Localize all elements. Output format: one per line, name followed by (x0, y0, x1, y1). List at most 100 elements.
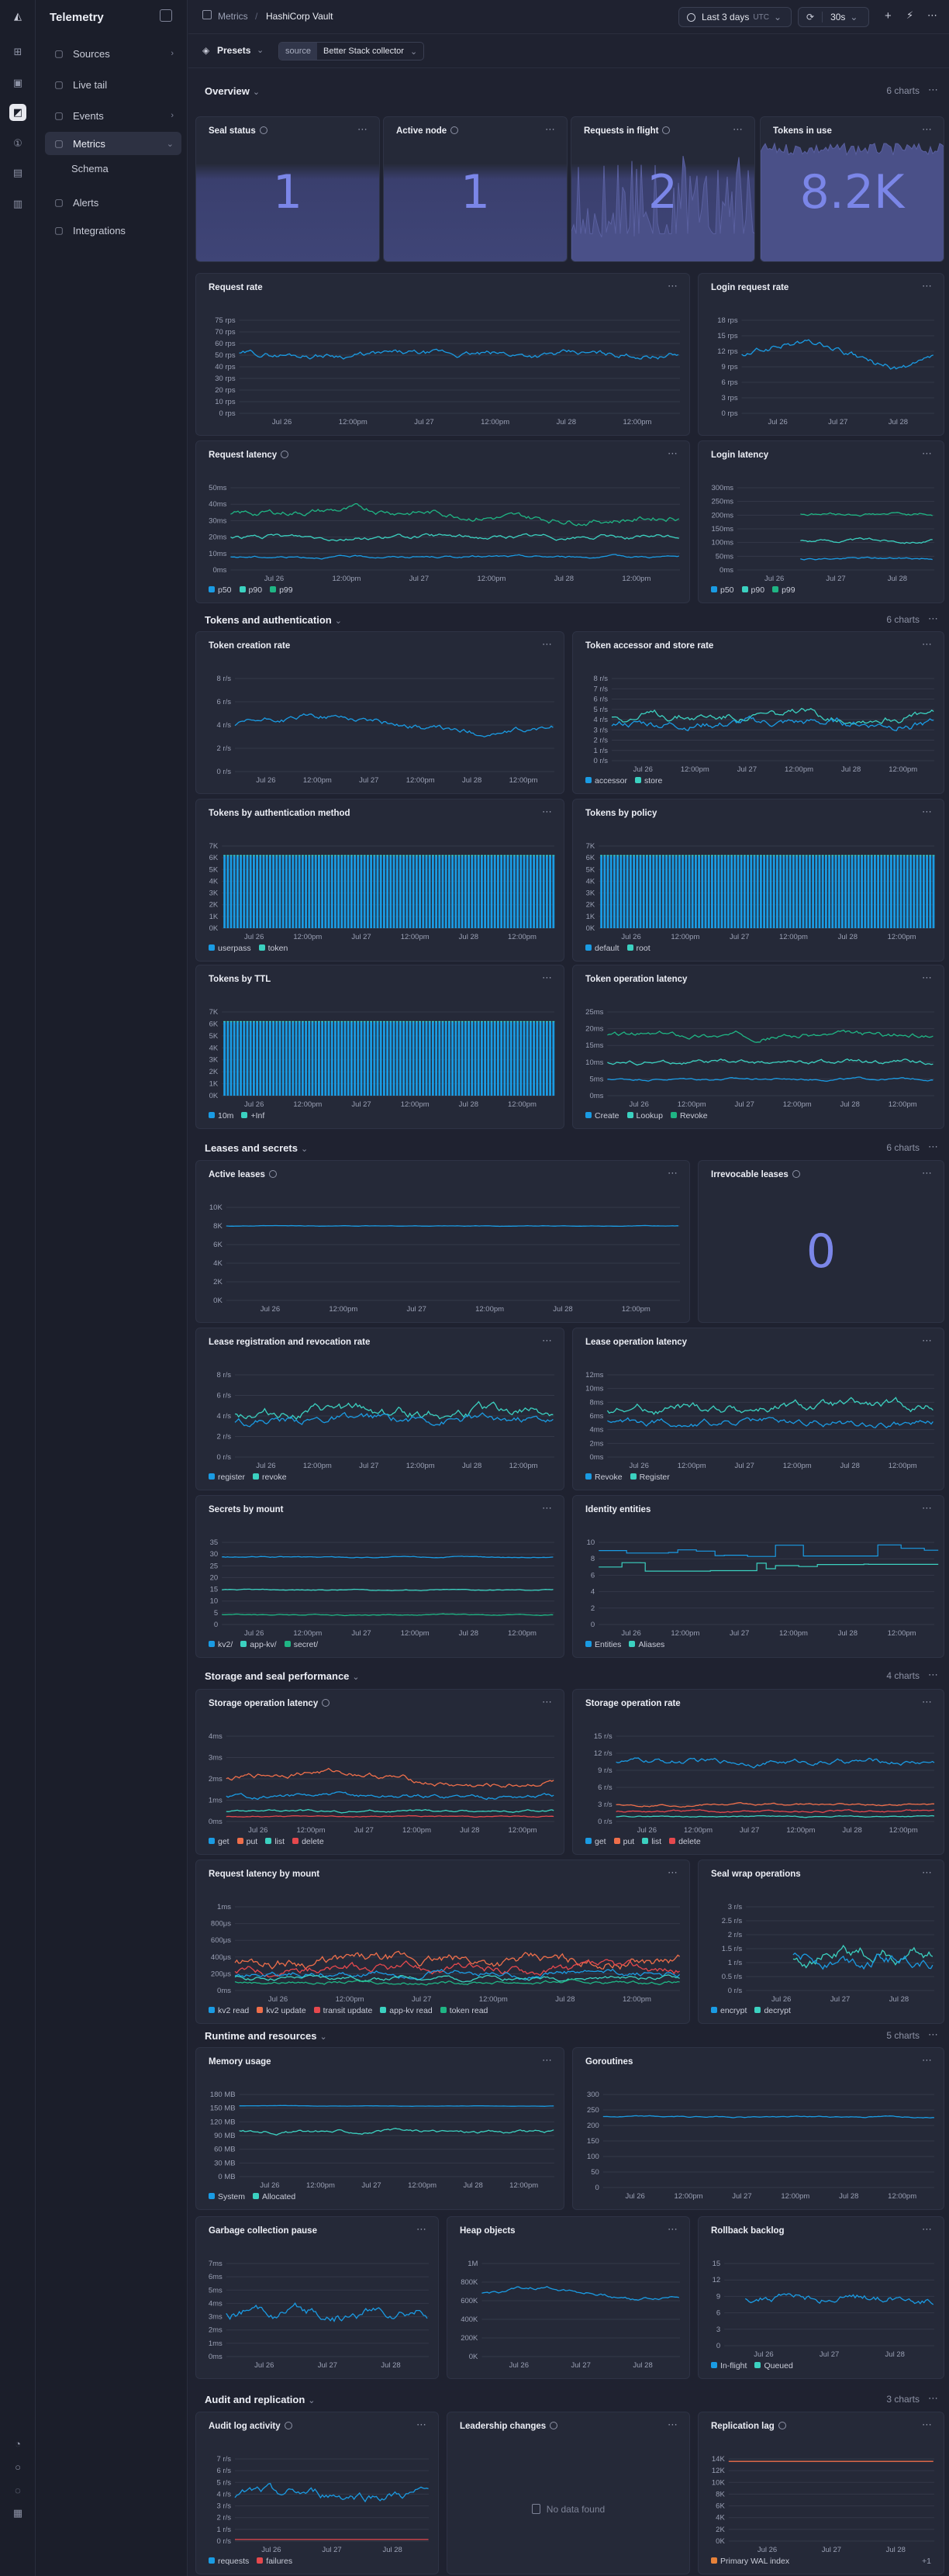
legend-item[interactable]: Revoke (670, 1111, 708, 1121)
legend-item[interactable]: revoke (253, 1473, 287, 1482)
section-header[interactable]: Leases and secrets ⌄ (205, 1142, 308, 1154)
chart-menu-icon[interactable]: ⋯ (922, 638, 933, 650)
legend-item[interactable]: requests (209, 2557, 249, 2566)
legend-item[interactable]: p90 (741, 585, 764, 595)
chart-card[interactable]: Leadership changes ⋯ No data found (447, 2412, 690, 2574)
info-icon[interactable] (550, 2422, 558, 2429)
section-header[interactable]: Runtime and resources ⌄ (205, 2030, 327, 2042)
plus-icon[interactable]: ⊞ (13, 46, 22, 57)
chart-card[interactable]: Storage operation latency ⋯ 4ms 3ms 2ms 1ms 0m… (195, 1689, 564, 1855)
sidebar-item-integrations[interactable]: ▢ Integrations (45, 219, 181, 242)
logo-icon[interactable]: ◭ (14, 10, 22, 22)
legend-item[interactable]: Queued (754, 2361, 793, 2371)
section-menu-icon[interactable]: ⋯ (928, 2029, 938, 2040)
section-menu-icon[interactable]: ⋯ (928, 1669, 938, 1680)
telemetry-icon[interactable]: ◩ (9, 104, 26, 121)
source-filter[interactable]: source Better Stack collector ⌄ (278, 42, 425, 60)
legend-item[interactable]: kv2 read (209, 2006, 249, 2015)
chart-menu-icon[interactable]: ⋯ (922, 2223, 933, 2235)
legend-item[interactable]: p50 (711, 585, 734, 595)
chart-menu-icon[interactable]: ⋯ (922, 806, 933, 817)
chart-menu-icon[interactable]: ⋯ (733, 123, 744, 135)
chart-menu-icon[interactable]: ⋯ (922, 280, 933, 292)
chart-card[interactable]: Token operation latency ⋯ 25ms 20ms 15ms 10ms… (572, 965, 944, 1129)
chart-menu-icon[interactable]: ⋯ (922, 1335, 933, 1346)
legend-item[interactable]: p50 (209, 585, 232, 595)
section-menu-icon[interactable]: ⋯ (928, 613, 938, 624)
legend-item[interactable]: get (585, 1837, 606, 1846)
chart-menu-icon[interactable]: ⋯ (416, 2223, 427, 2235)
chart-menu-icon[interactable]: ⋯ (668, 2223, 678, 2235)
chart-card[interactable]: Request latency by mount ⋯ 1ms 800μs 600μs 40… (195, 1859, 690, 2024)
number-icon[interactable]: ① (13, 137, 22, 149)
chart-menu-icon[interactable]: ⋯ (542, 806, 553, 817)
legend-item[interactable]: token (258, 944, 288, 953)
chart-card[interactable]: Memory usage ⋯ 180 MB 150 MB 120 MB 90 MB 60 M… (195, 2047, 564, 2210)
legend-item[interactable]: In-flight (711, 2361, 747, 2371)
chart-card[interactable]: Tokens by TTL ⋯ 7K 6K 5K 4K 3K 2K 1K 0K Jul 26 12:0… (195, 965, 564, 1129)
refresh-button[interactable]: ⟳ 30s ⌄ (798, 7, 869, 27)
chevron-down-icon[interactable]: ⌄ (300, 1145, 309, 1154)
chevron-right-icon[interactable]: › (171, 111, 174, 120)
section-menu-icon[interactable]: ⋯ (928, 1141, 938, 1152)
chart-card[interactable]: Token accessor and store rate ⋯ 8 r/s 7 r/s… (572, 631, 944, 794)
chart-menu-icon[interactable]: ⋯ (668, 447, 678, 459)
legend-item[interactable]: Aliases (629, 1640, 664, 1649)
chevron-down-icon[interactable]: ⌄ (334, 616, 342, 626)
chart-menu-icon[interactable]: ⋯ (668, 2419, 678, 2430)
info-icon[interactable] (322, 1699, 330, 1707)
sidebar-subitem-schema[interactable]: Schema (71, 163, 109, 174)
legend-item[interactable]: System (209, 2192, 245, 2201)
chart-card[interactable]: Audit log activity ⋯ 7 r/s 6 r/s 5 r/s 4 r/s 3… (195, 2412, 439, 2574)
legend-item[interactable]: list (642, 1837, 661, 1846)
chart-card[interactable]: Request latency ⋯ 50ms 40ms 30ms 20ms 10ms 0ms J… (195, 440, 690, 603)
chart-menu-icon[interactable]: ⋯ (922, 1866, 933, 1878)
legend-item[interactable]: app-kv/ (240, 1640, 277, 1649)
legend-item[interactable]: default (585, 944, 619, 953)
chart-card[interactable]: Garbage collection pause ⋯ 7ms 6ms 5ms 4ms 3ms… (195, 2216, 439, 2379)
legend-item[interactable]: Entities (585, 1640, 621, 1649)
chart-menu-icon[interactable]: ⋯ (922, 1696, 933, 1708)
chart-menu-icon[interactable]: ⋯ (542, 1335, 553, 1346)
section-header[interactable]: Tokens and authentication ⌄ (205, 614, 342, 626)
legend-item[interactable]: put (613, 1837, 634, 1846)
info-icon[interactable] (284, 2422, 292, 2429)
chart-card[interactable]: Identity entities ⋯ 10 8 6 4 2 0 Jul 26 12:00pm Ju… (572, 1495, 944, 1658)
legend-item[interactable]: delete (292, 1837, 324, 1846)
bell-icon[interactable]: ◔ (15, 2437, 21, 2450)
sidebar-item-metrics[interactable]: ▢ Metrics ⌄ (45, 132, 181, 155)
section-header[interactable]: Audit and replication ⌄ (205, 2394, 316, 2405)
chart-card[interactable]: Seal wrap operations ⋯ 3 r/s 2.5 r/s 2 r/s 1.… (698, 1859, 944, 2024)
legend-item[interactable]: Lookup (626, 1111, 663, 1121)
uptime-icon[interactable]: ▣ (12, 77, 23, 88)
collapse-sidebar-icon[interactable] (160, 9, 172, 22)
chart-card[interactable]: Login latency ⋯ 300ms 250ms 200ms 150ms 100ms 5… (698, 440, 944, 603)
time-range-button[interactable]: Last 3 days UTC ⌄ (678, 7, 792, 27)
legend-item[interactable]: failures (257, 2557, 292, 2566)
legend-item[interactable]: p99 (772, 585, 795, 595)
chart-menu-icon[interactable]: ⋯ (542, 1502, 553, 1514)
legend-item[interactable]: store (635, 776, 662, 786)
info-icon[interactable] (792, 1170, 800, 1178)
legend-item[interactable]: transit update (313, 2006, 372, 2015)
legend-item[interactable]: Create (585, 1111, 619, 1121)
legend-item[interactable]: decrypt (754, 2006, 791, 2015)
legend-item[interactable]: secret/ (284, 1640, 318, 1649)
chart-card[interactable]: 0 Irrevocable leases ⋯ (698, 1160, 944, 1323)
chart-card[interactable]: Request rate ⋯ 75 rps 70 rps 60 rps 50 rps 40 … (195, 273, 690, 436)
sidebar-item-live-tail[interactable]: ▢ Live tail (45, 73, 181, 96)
sidebar-item-events[interactable]: ▢ Events › (45, 104, 181, 127)
chart-menu-icon[interactable]: ⋯ (357, 123, 368, 135)
chevron-down-icon[interactable]: ⌄ (352, 1673, 360, 1682)
chart-card[interactable]: Lease operation latency ⋯ 12ms 10ms 8ms 6ms 4m… (572, 1328, 944, 1490)
chart-menu-icon[interactable]: ⋯ (922, 972, 933, 983)
help-icon[interactable]: ◌ (15, 2484, 21, 2496)
legend-item[interactable]: p90 (239, 585, 262, 595)
chart-card[interactable]: Goroutines ⋯ 300 250 200 150 100 50 0 Jul 26 12:00… (572, 2047, 944, 2210)
docs-icon[interactable]: ▥ (12, 198, 23, 209)
legend-item[interactable]: Register (630, 1473, 670, 1482)
info-icon[interactable] (778, 2422, 786, 2429)
legend-item[interactable]: Primary WAL index (711, 2557, 789, 2566)
info-icon[interactable] (259, 126, 267, 134)
sidebar-item-alerts[interactable]: ▢ Alerts (45, 191, 181, 214)
